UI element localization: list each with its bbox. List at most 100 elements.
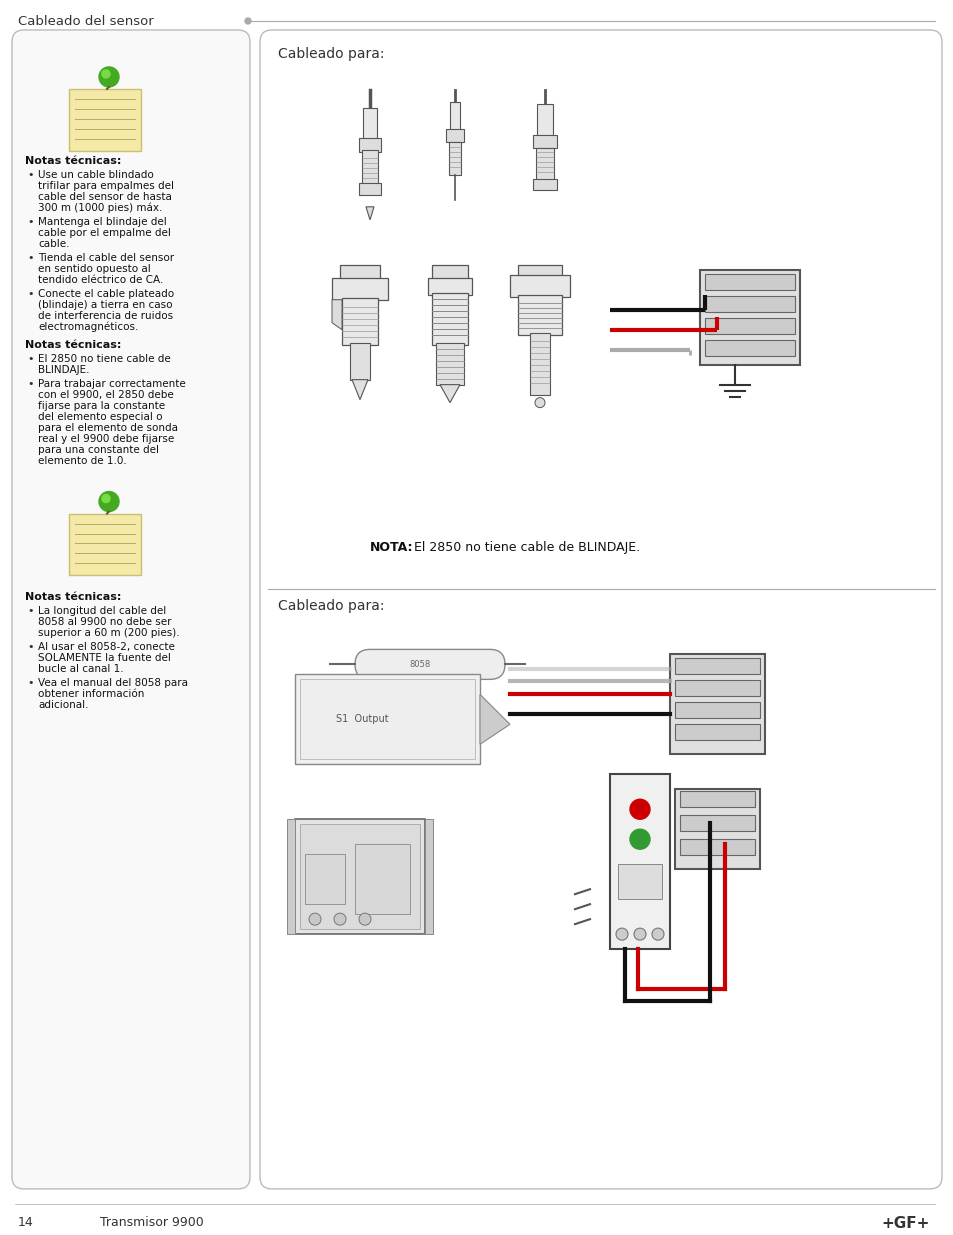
Circle shape [102,70,110,78]
Text: 14: 14 [18,1216,33,1229]
Bar [510,274,569,296]
Text: cable por el empalme del: cable por el empalme del [38,227,171,238]
Bar [428,278,472,295]
Bar [355,845,410,914]
Text: elemento de 1.0.: elemento de 1.0. [38,456,127,466]
Text: con el 9900, el 2850 debe: con el 9900, el 2850 debe [38,389,173,400]
Bar [432,264,468,280]
Bar [704,340,794,356]
Text: El 2850 no tiene cable de: El 2850 no tiene cable de [38,353,171,363]
Text: 8058 al 9900 no debe ser: 8058 al 9900 no debe ser [38,618,172,627]
Polygon shape [366,206,374,220]
Bar [305,855,345,904]
Text: •: • [27,379,33,389]
Text: Use un cable blindado: Use un cable blindado [38,170,153,180]
Bar [294,819,424,934]
Circle shape [309,913,320,925]
Text: Notas técnicas:: Notas técnicas: [25,156,121,165]
Polygon shape [332,300,341,330]
Text: Vea el manual del 8058 para: Vea el manual del 8058 para [38,678,188,688]
Text: NOTA:: NOTA: [370,541,413,555]
Text: •: • [27,217,33,227]
Text: para el elemento de sonda: para el elemento de sonda [38,422,178,432]
Bar [704,317,794,333]
Text: 300 m (1000 pies) máx.: 300 m (1000 pies) máx. [38,203,162,214]
Polygon shape [479,694,510,745]
Bar [704,295,794,311]
Text: +GF+: +GF+ [881,1216,929,1231]
Text: S1  Output: S1 Output [335,714,388,725]
Text: Tienda el cable del sensor: Tienda el cable del sensor [38,253,174,263]
Bar [341,298,377,345]
Text: •: • [27,678,33,688]
Text: La longitud del cable del: La longitud del cable del [38,606,166,616]
Circle shape [651,929,663,940]
Text: tendido eléctrico de CA.: tendido eléctrico de CA. [38,274,163,285]
Text: SOLAMENTE la fuente del: SOLAMENTE la fuente del [38,653,171,663]
Circle shape [245,19,251,23]
Bar [436,342,463,384]
Circle shape [616,929,627,940]
Circle shape [334,913,346,925]
Bar [675,789,760,869]
FancyBboxPatch shape [355,650,504,679]
Text: •: • [27,170,33,180]
Bar [517,264,561,277]
Circle shape [634,929,645,940]
Bar [669,655,764,755]
Text: •: • [27,606,33,616]
Bar [446,128,463,142]
Bar [679,792,754,808]
Text: •: • [27,642,33,652]
Bar [350,342,370,379]
Text: Notas técnicas:: Notas técnicas: [25,593,121,603]
Text: •: • [27,253,33,263]
Text: Transmisor 9900: Transmisor 9900 [100,1216,204,1229]
Bar [299,824,419,929]
Circle shape [99,492,119,511]
Text: electromagnéticos.: electromagnéticos. [38,321,138,332]
Circle shape [99,67,119,86]
Bar [675,725,760,740]
Bar [675,680,760,697]
FancyBboxPatch shape [12,30,250,1189]
Bar [358,138,380,152]
Text: •: • [27,353,33,363]
Bar [358,183,380,195]
Bar [530,332,550,395]
Bar [294,674,479,764]
Bar [299,679,475,760]
Text: de interferencia de ruidos: de interferencia de ruidos [38,311,172,321]
Bar [609,774,669,950]
Text: cable del sensor de hasta: cable del sensor de hasta [38,191,172,201]
Bar [700,269,800,364]
Text: para una constante del: para una constante del [38,445,159,454]
Text: El 2850 no tiene cable de BLINDAJE.: El 2850 no tiene cable de BLINDAJE. [410,541,639,555]
Text: Mantenga el blindaje del: Mantenga el blindaje del [38,217,167,227]
Bar [679,815,754,831]
Polygon shape [352,379,368,400]
Text: cable.: cable. [38,238,70,248]
Bar [449,142,460,175]
Polygon shape [439,384,459,403]
Circle shape [102,494,110,503]
Text: real y el 9900 debe fijarse: real y el 9900 debe fijarse [38,433,174,443]
Text: del elemento especial o: del elemento especial o [38,411,162,421]
Bar [332,278,388,300]
Text: superior a 60 m (200 pies).: superior a 60 m (200 pies). [38,629,179,638]
Bar [533,135,557,148]
Bar [517,295,561,335]
Text: adicional.: adicional. [38,700,89,710]
Text: trifilar para empalmes del: trifilar para empalmes del [38,180,173,191]
Text: Cableado del sensor: Cableado del sensor [18,15,153,28]
Bar [432,293,468,345]
Bar [339,264,379,280]
Bar [618,864,661,899]
Bar [450,103,459,130]
Text: bucle al canal 1.: bucle al canal 1. [38,664,124,674]
Text: 8058: 8058 [409,659,430,669]
Bar [533,179,557,190]
Circle shape [535,398,544,408]
Bar [537,104,553,136]
Circle shape [629,799,649,819]
